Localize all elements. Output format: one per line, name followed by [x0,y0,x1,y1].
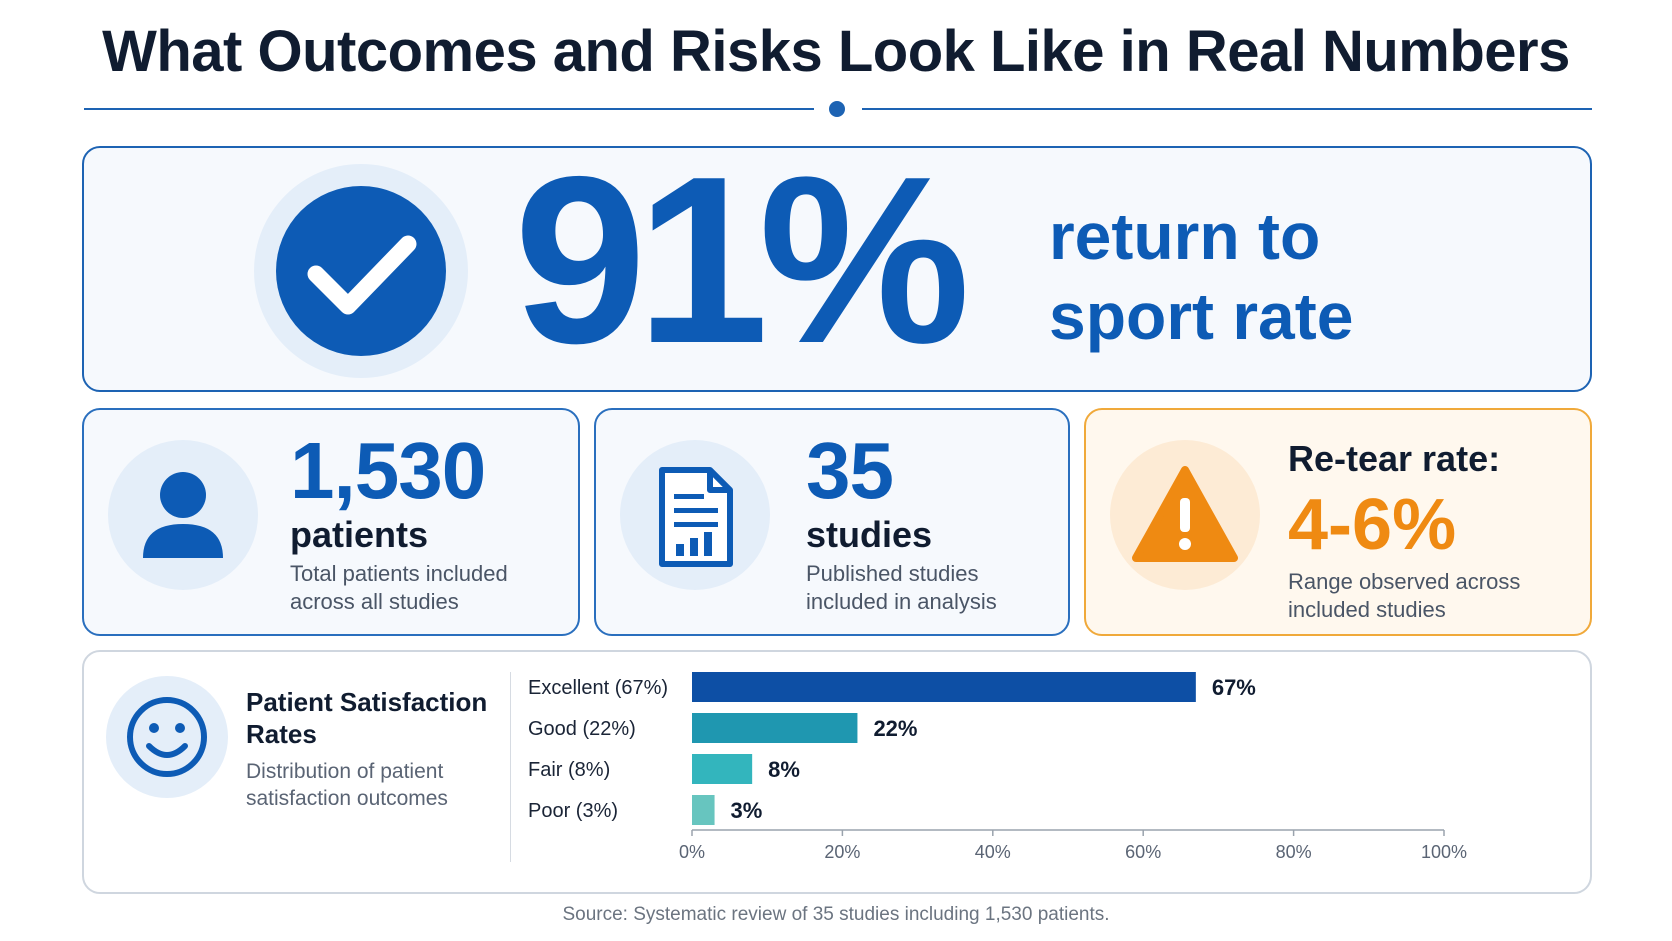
bar-value-label-fair: 8% [768,757,800,782]
source-note: Source: Systematic review of 35 studies … [562,904,1110,925]
bar-value-label-excellent: 67% [1212,675,1256,700]
page-title: What Outcomes and Risks Look Like in Rea… [102,19,1570,84]
bar-value-label-good: 22% [873,716,917,741]
retear-card: Re-tear rate: 4-6% Range observed across… [1084,408,1592,636]
studies-unit: studies [806,514,933,555]
satisfaction-card: Patient Satisfaction Rates Distribution … [82,650,1592,894]
bar-poor [692,795,715,825]
patients-unit: patients [290,514,429,555]
satisfaction-divider [510,672,511,862]
retear-label: Re-tear rate: [1288,438,1501,479]
x-tick-label-40: 40% [975,842,1011,862]
x-tick-label-60: 60% [1125,842,1161,862]
satisfaction-title: Patient Satisfaction Rates [246,687,488,749]
patients-description: Total patients included across all studi… [290,561,508,614]
return-to-sport-label-line2: sport rate [1049,279,1354,353]
check-circle-icon [276,186,446,356]
document-chart-icon [620,440,770,590]
return-to-sport-label-line1: return to [1049,199,1321,273]
studies-description: Published studies included in analysis [806,561,997,614]
retear-description: Range observed across included studies [1288,569,1521,622]
person-icon [108,440,258,590]
x-tick-label-100: 100% [1421,842,1467,862]
bar-excellent [692,672,1196,702]
bar-category-label-fair: Fair (8%) [528,759,610,781]
smiley-icon [106,676,228,798]
patients-card: 1,530 patients Total patients included a… [82,408,580,636]
warning-icon [1110,440,1260,590]
title-rule-left [84,108,814,110]
return-to-sport-card: 91% return to sport rate [82,138,1592,392]
studies-card: 35 studies Published studies included in… [594,408,1070,636]
return-to-sport-label: return to sport rate [1049,196,1569,356]
satisfaction-bar-chart: Excellent (67%) 67% Good (22%) 22% Fair (8%)… [528,672,1467,862]
bar-good [692,713,858,743]
x-tick-label-20: 20% [824,842,860,862]
retear-value: 4-6% [1288,485,1457,565]
patients-value: 1,530 [290,426,486,515]
title-rule-dot [829,101,845,117]
bar-fair [692,754,753,784]
bar-value-label-poor: 3% [731,798,763,823]
title-rule-right [862,108,1592,110]
x-tick-label-0: 0% [679,842,705,862]
studies-value: 35 [806,426,894,515]
bar-category-label-good: Good (22%) [528,718,636,740]
return-to-sport-value: 91% [514,128,970,393]
x-tick-label-80: 80% [1276,842,1312,862]
bar-category-label-excellent: Excellent (67%) [528,677,668,699]
satisfaction-description: Distribution of patient satisfaction out… [246,760,448,810]
bar-category-label-poor: Poor (3%) [528,800,618,822]
